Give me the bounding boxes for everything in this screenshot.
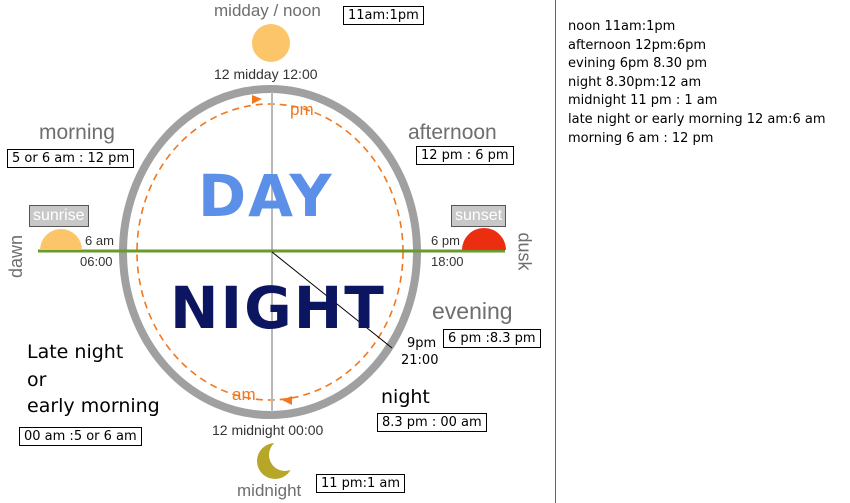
sunrise-sun-icon (40, 229, 82, 250)
night-range-box: 8.3 pm : 00 am (377, 413, 487, 432)
pm-label: pm (290, 100, 314, 119)
late-night-range-box: 00 am :5 or 6 am (19, 427, 142, 446)
evening-range-box: 6 pm :8.3 pm (443, 329, 541, 348)
day-night-clock-diagram (38, 24, 506, 479)
late-night-line2: or (27, 369, 47, 391)
midnight-label: midnight (237, 481, 302, 500)
nine-pm-hand (271, 251, 393, 349)
nine-pm-24: 21:00 (401, 353, 439, 368)
six-pm-label: 6 pm (431, 233, 460, 248)
six-am-24: 06:00 (80, 254, 113, 269)
noon-range-box: 11am:1pm (343, 6, 424, 25)
day-word: DAY (198, 162, 334, 230)
moon-icon (257, 439, 301, 479)
morning-label: morning (39, 121, 115, 144)
pm-arrow (252, 95, 262, 104)
night-label: night (381, 386, 430, 408)
midnight-range-box: 11 pm:1 am (316, 474, 406, 493)
legend-item: afternoon 12pm:6pm (568, 37, 707, 53)
nine-pm-label: 9pm (407, 336, 437, 351)
late-night-line3: early morning (27, 395, 160, 417)
six-am-label: 6 am (85, 233, 114, 248)
late-night-line1: Late night (27, 341, 124, 363)
noon-label: midday / noon (214, 1, 321, 20)
night-word: NIGHT (170, 274, 386, 342)
divider-line (555, 0, 556, 503)
legend-item: morning 6 am : 12 pm (568, 130, 714, 146)
period-legend: noon 11am:1pm afternoon 12pm:6pm evining… (568, 18, 825, 148)
midnight-time: 12 midnight 00:00 (212, 422, 324, 438)
noon-sun-icon (252, 24, 290, 62)
legend-item: midnight 11 pm : 1 am (568, 93, 718, 109)
legend-item: evining 6pm 8.30 pm (568, 56, 708, 72)
evening-label: evening (432, 298, 513, 324)
legend-item: noon 11am:1pm (568, 19, 676, 34)
dusk-label: dusk (514, 232, 535, 271)
am-arrow (282, 396, 292, 405)
six-pm-24: 18:00 (431, 254, 464, 269)
afternoon-label: afternoon (408, 121, 497, 144)
legend-item: late night or early morning 12 am:6 am (568, 111, 826, 127)
morning-range-box: 5 or 6 am : 12 pm (7, 149, 135, 168)
sunset-tag: sunset (451, 205, 507, 227)
afternoon-range-box: 12 pm : 6 pm (416, 146, 514, 165)
noon-time: 12 midday 12:00 (214, 66, 318, 82)
legend-item: night 8.30pm:12 am (568, 74, 702, 90)
dawn-label: dawn (6, 234, 27, 279)
sunset-sun-icon (462, 228, 506, 250)
am-label: am (232, 385, 256, 404)
sunrise-tag: sunrise (29, 205, 89, 227)
